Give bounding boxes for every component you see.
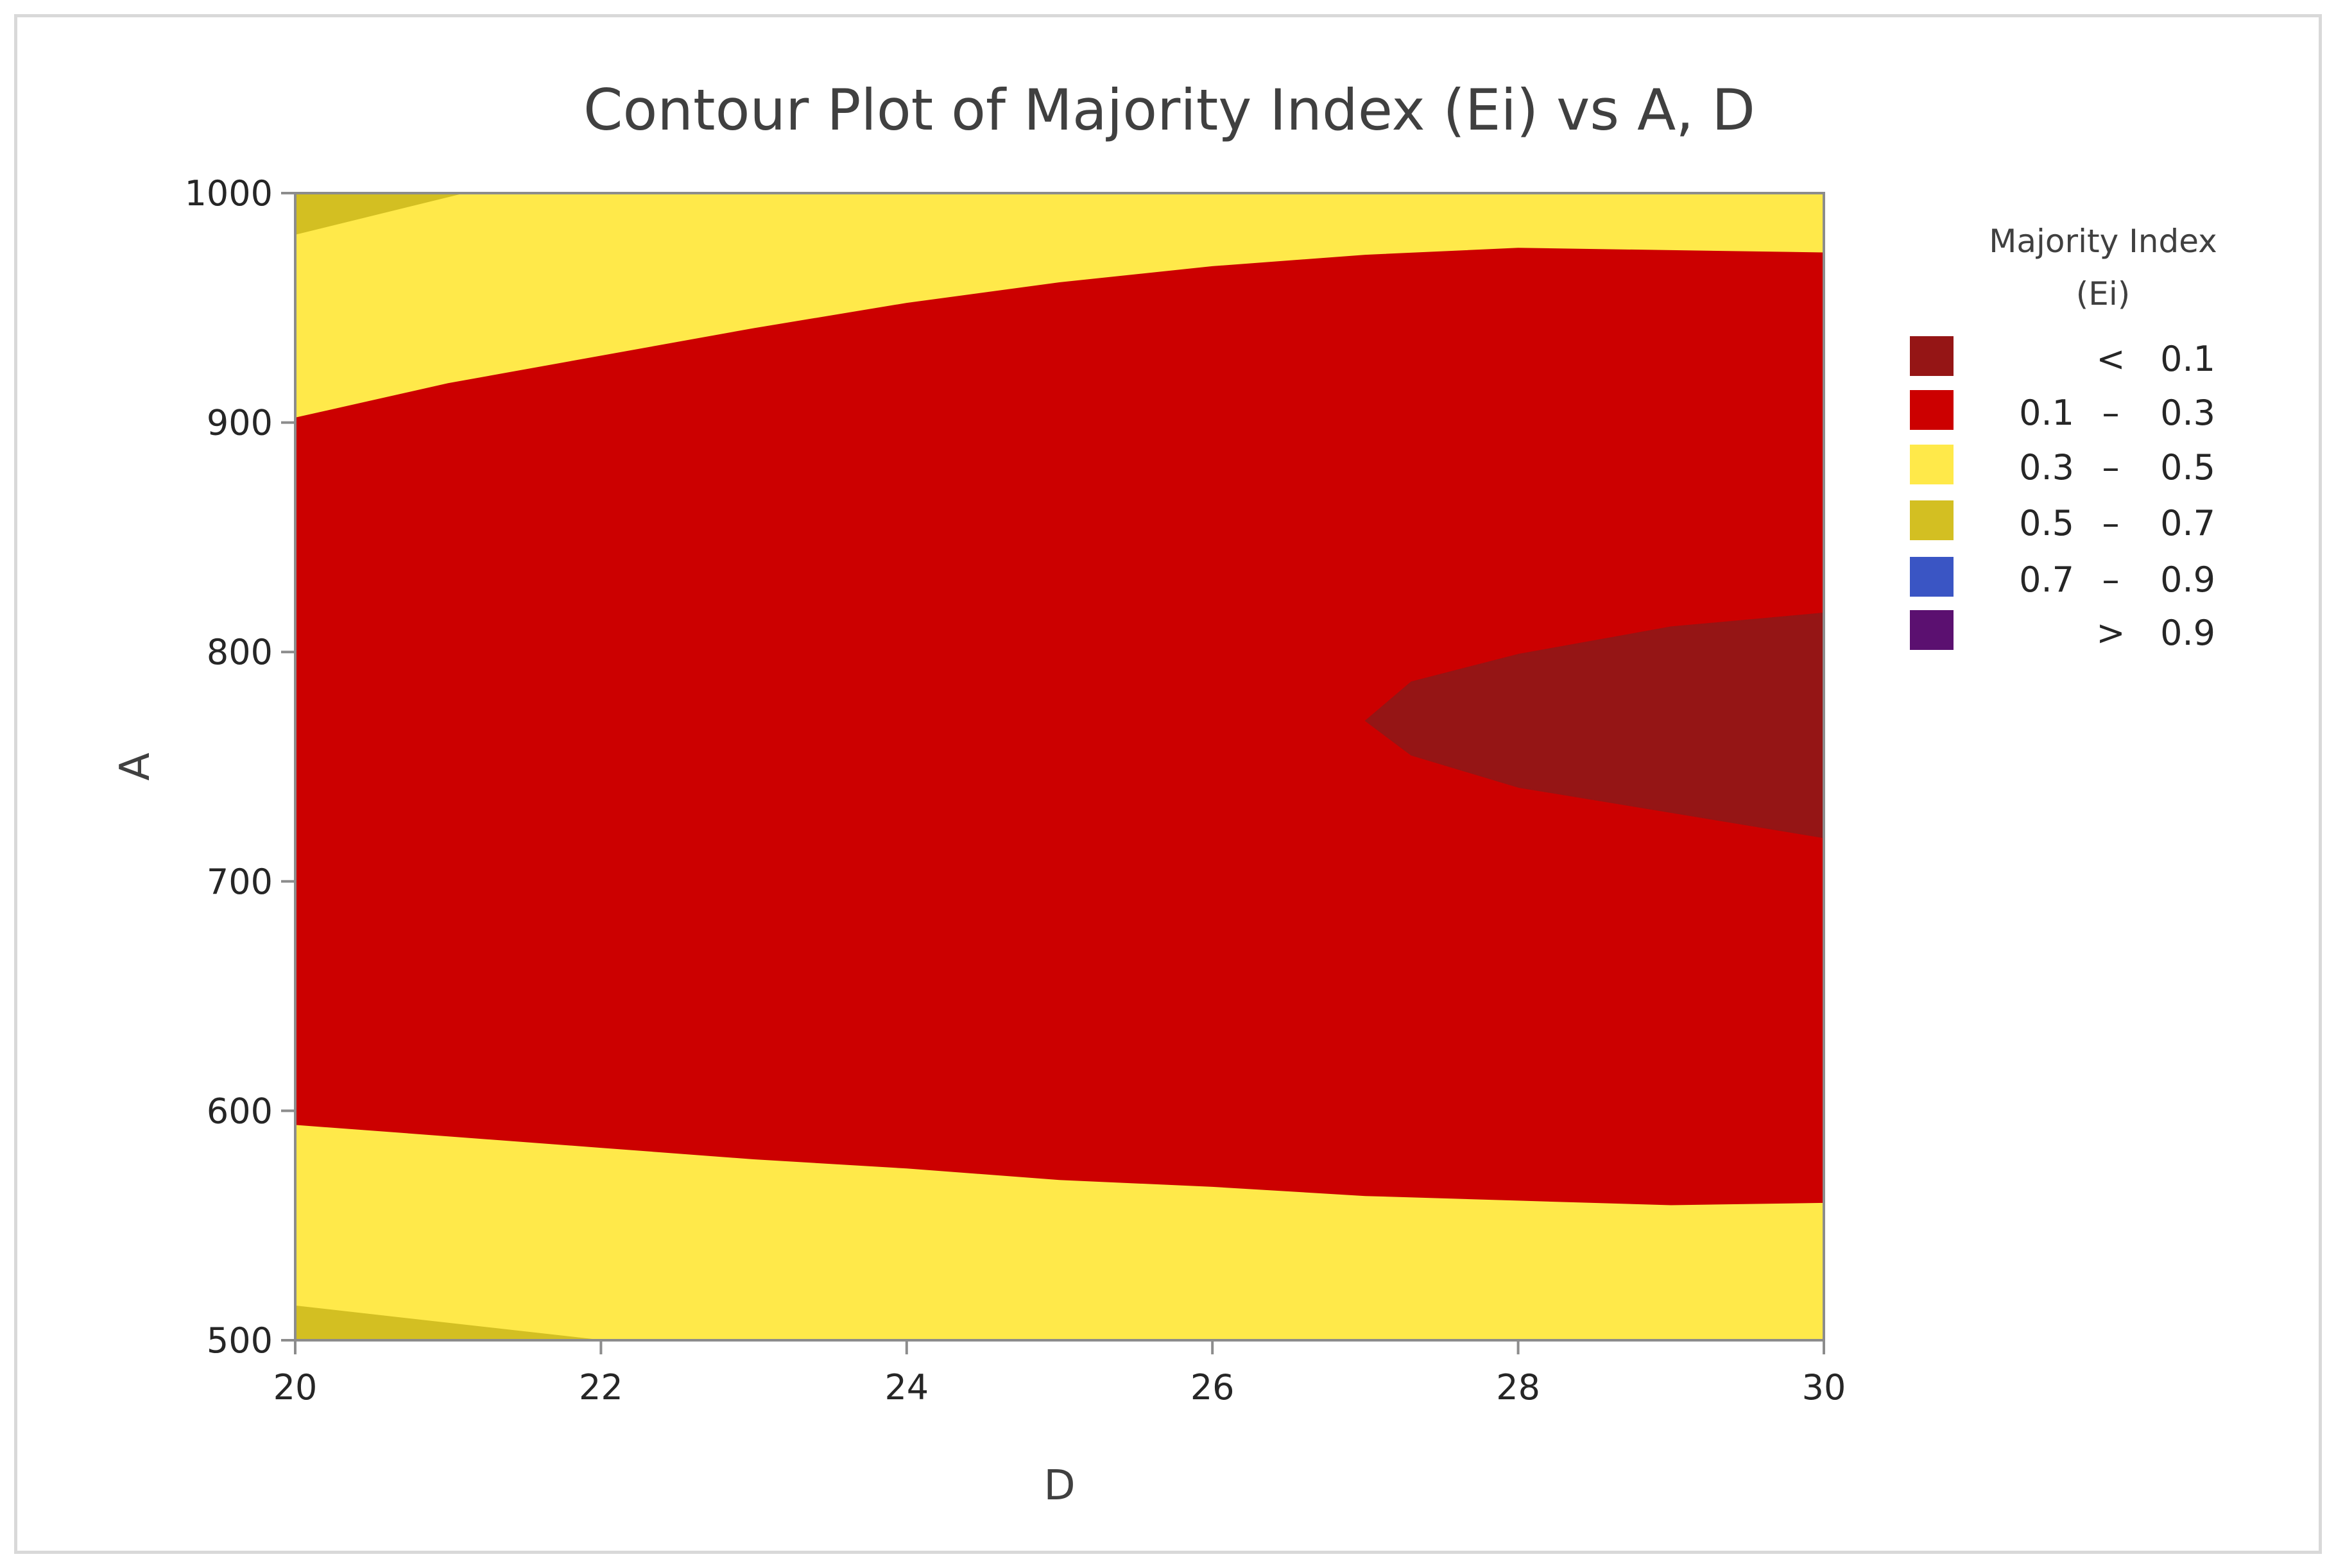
x-axis-ticks: 20 22 24 26 28 30: [273, 1340, 1846, 1408]
legend-swatch: [1910, 336, 1954, 376]
legend-range-dash: –: [2102, 503, 2120, 543]
y-tick-label: 700: [207, 862, 273, 902]
legend-high-value: 0.5: [2160, 447, 2215, 488]
legend-swatch: [1910, 390, 1954, 430]
y-axis-label: A: [112, 753, 159, 781]
legend-title-line-1: Majority Index: [1989, 223, 2217, 260]
contour-region-5: [1364, 612, 1825, 839]
legend-entry: <0.1: [1910, 336, 2215, 379]
y-tick-label: 600: [207, 1091, 273, 1131]
legend-swatch: [1910, 557, 1954, 597]
y-tick-label: 900: [207, 403, 273, 443]
legend-high-value: 0.3: [2160, 393, 2215, 433]
legend-swatch: [1910, 610, 1954, 650]
legend-entry: 0.1–0.3: [1910, 390, 2215, 433]
contour-chart: Contour Plot of Majority Index (Ei) vs A…: [112, 77, 2217, 1510]
legend-low-value: 0.7: [2019, 559, 2074, 600]
chart-frame: Contour Plot of Majority Index (Ei) vs A…: [14, 14, 2322, 1554]
legend-high-value: 0.9: [2160, 613, 2215, 653]
legend-high-value: 0.9: [2160, 559, 2215, 600]
y-tick-label: 1000: [185, 173, 273, 214]
legend-entry: 0.5–0.7: [1910, 500, 2215, 543]
legend: Majority Index (Ei) <0.10.1–0.30.3–0.50.…: [1910, 223, 2217, 653]
y-axis-ticks: 500 600 700 800 900 1000: [185, 173, 295, 1361]
legend-range-dash: –: [2102, 559, 2120, 600]
legend-entry: 0.3–0.5: [1910, 445, 2215, 488]
legend-low-value: 0.3: [2019, 447, 2074, 488]
legend-low-value: 0.1: [2019, 393, 2074, 433]
y-tick-label: 500: [207, 1320, 273, 1361]
legend-range-dash: –: [2102, 393, 2120, 433]
legend-low-value: 0.5: [2019, 503, 2074, 543]
legend-high-value: 0.7: [2160, 503, 2215, 543]
contour-regions: [295, 192, 1825, 1341]
x-tick-label: 22: [579, 1367, 623, 1408]
legend-swatch: [1910, 500, 1954, 540]
x-tick-label: 30: [1802, 1367, 1846, 1408]
legend-swatch: [1910, 445, 1954, 484]
y-tick-label: 800: [207, 632, 273, 672]
legend-operator: >: [2096, 613, 2125, 653]
x-axis-label: D: [1043, 1462, 1075, 1510]
legend-title-line-2: (Ei): [2076, 275, 2131, 312]
legend-high-value: 0.1: [2160, 339, 2215, 379]
legend-entries: <0.10.1–0.30.3–0.50.5–0.70.7–0.9> 0.9: [1910, 336, 2215, 653]
x-tick-label: 28: [1496, 1367, 1540, 1408]
x-tick-label: 24: [884, 1367, 929, 1408]
legend-entry: >0.9: [1910, 610, 2215, 653]
chart-title: Contour Plot of Majority Index (Ei) vs A…: [583, 77, 1755, 143]
legend-operator: <: [2096, 339, 2125, 379]
x-tick-label: 20: [273, 1367, 318, 1408]
plot-area-border: [294, 192, 1825, 1342]
legend-entry: 0.7–0.9: [1910, 557, 2215, 600]
x-tick-label: 26: [1190, 1367, 1235, 1408]
legend-range-dash: –: [2102, 447, 2120, 488]
